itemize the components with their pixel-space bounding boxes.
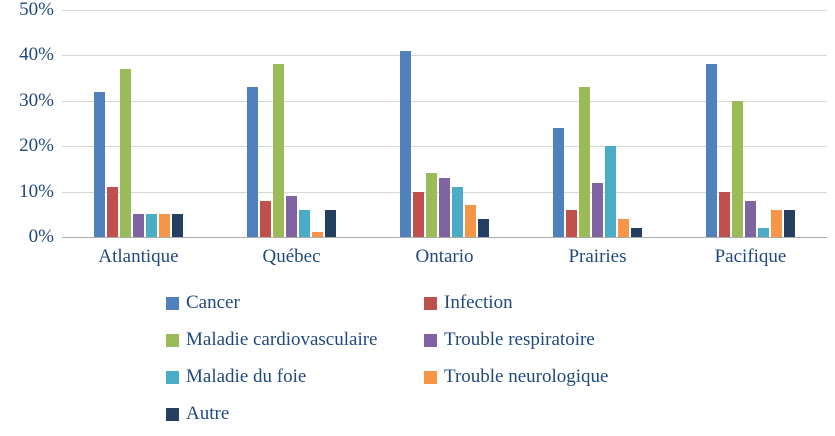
x-axis-label-pacifique: Pacifique [714, 246, 787, 267]
x-axis-label-prairies: Prairies [568, 246, 627, 267]
y-tick-label-20: 20% [19, 135, 54, 157]
bar-trouble-neurologique-atlantique [159, 214, 170, 237]
y-tick-label-10: 10% [19, 180, 54, 202]
legend: Cancer Infection Maladie cardiovasculaire T… [166, 291, 608, 426]
bar-group-atlantique [62, 10, 215, 237]
bar-maladie-du-foie-atlantique [146, 214, 157, 237]
bar-cancer-atlantique [94, 91, 105, 237]
bar-infection-prairies [566, 209, 577, 237]
bar-maladie-cardiovasculaire-ontario [426, 173, 437, 237]
bar-cancer-prairies [553, 128, 564, 237]
x-axis-label-quebec: Québec [262, 246, 321, 267]
y-tick-label-30: 30% [19, 89, 54, 111]
bar-maladie-cardiovasculaire-prairies [579, 87, 590, 237]
legend-swatch-trouble-neurologique [424, 370, 437, 384]
bar-maladie-cardiovasculaire-quebec [273, 64, 284, 237]
bar-cancer-quebec [247, 87, 258, 237]
legend-swatch-autre [166, 407, 179, 421]
bar-maladie-cardiovasculaire-pacifique [732, 100, 743, 237]
x-axis-label-atlantique: Atlantique [98, 246, 179, 267]
bar-trouble-neurologique-pacifique [771, 209, 782, 237]
bar-group-prairies [521, 10, 674, 237]
bar-infection-pacifique [719, 191, 730, 237]
legend-label-maladie-cardiovasculaire: Maladie cardiovasculaire [186, 329, 378, 350]
gridline-50 [62, 10, 827, 11]
y-tick-label-50: 50% [19, 0, 54, 20]
bar-cancer-ontario [400, 50, 411, 237]
gridline-40 [62, 55, 827, 57]
bar-maladie-du-foie-pacifique [758, 227, 769, 237]
bar-infection-ontario [413, 191, 424, 237]
bar-autre-pacifique [784, 209, 795, 237]
bar-maladie-du-foie-prairies [605, 146, 616, 237]
legend-swatch-infection [424, 296, 437, 310]
bar-cancer-pacifique [706, 64, 717, 237]
gridline-0 [62, 237, 827, 238]
bar-infection-atlantique [107, 187, 118, 237]
gridline-30 [62, 100, 827, 102]
bar-trouble-respiratoire-prairies [592, 182, 603, 237]
legend-swatch-cancer [166, 296, 179, 310]
legend-item-trouble-respiratoire: Trouble respiratoire [424, 328, 608, 352]
legend-item-infection: Infection [424, 291, 608, 315]
legend-item-cancer: Cancer [166, 291, 424, 315]
bar-trouble-respiratoire-quebec [286, 196, 297, 237]
bar-autre-quebec [325, 209, 336, 237]
bar-trouble-neurologique-ontario [465, 205, 476, 237]
legend-swatch-trouble-respiratoire [424, 333, 437, 347]
legend-swatch-maladie-du-foie [166, 370, 179, 384]
legend-label-maladie-du-foie: Maladie du foie [186, 366, 307, 387]
bar-group-quebec [215, 10, 368, 237]
legend-label-infection: Infection [444, 292, 513, 313]
legend-label-trouble-neurologique: Trouble neurologique [444, 366, 609, 387]
x-axis-label-ontario: Ontario [415, 246, 474, 267]
bar-group-pacifique [674, 10, 827, 237]
bar-maladie-du-foie-ontario [452, 187, 463, 237]
legend-item-autre: Autre [166, 402, 424, 426]
bar-trouble-respiratoire-pacifique [745, 200, 756, 237]
bar-infection-quebec [260, 200, 271, 237]
bar-autre-ontario [478, 218, 489, 237]
bar-groups [62, 10, 827, 237]
legend-label-trouble-respiratoire: Trouble respiratoire [444, 329, 595, 350]
legend-item-maladie-du-foie: Maladie du foie [166, 365, 424, 389]
legend-label-autre: Autre [186, 403, 230, 424]
bar-autre-atlantique [172, 214, 183, 237]
bar-trouble-neurologique-quebec [312, 232, 323, 237]
bar-maladie-du-foie-quebec [299, 209, 310, 237]
bar-trouble-respiratoire-ontario [439, 177, 450, 237]
bar-trouble-neurologique-prairies [618, 218, 629, 237]
bar-group-ontario [368, 10, 521, 237]
legend-item-trouble-neurologique: Trouble neurologique [424, 365, 608, 389]
legend-item-maladie-cardiovasculaire: Maladie cardiovasculaire [166, 328, 424, 352]
bar-autre-prairies [631, 227, 642, 237]
y-tick-label-40: 40% [19, 44, 54, 66]
bar-trouble-respiratoire-atlantique [133, 214, 144, 237]
legend-swatch-maladie-cardiovasculaire [166, 333, 179, 347]
legend-label-cancer: Cancer [186, 292, 240, 313]
bar-maladie-cardiovasculaire-atlantique [120, 69, 131, 237]
x-axis-labels: Atlantique Québec Ontario Prairies Pacifique [62, 246, 827, 268]
y-tick-label-0: 0% [28, 226, 54, 247]
gridline-20 [62, 146, 827, 148]
